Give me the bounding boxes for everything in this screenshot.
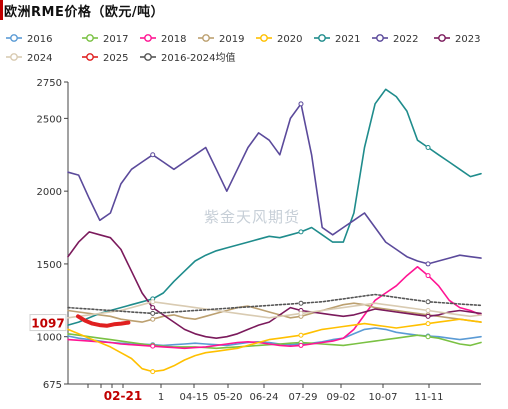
legend-label: 2025 — [103, 53, 128, 64]
y-tick-label: 2000 — [37, 187, 62, 198]
series-point-2022 — [298, 101, 304, 107]
series-line-2025 — [76, 314, 131, 328]
legend-label: 2022 — [393, 34, 418, 45]
series-line-2019 — [67, 302, 482, 323]
x-tick-label: 05-20 — [213, 392, 242, 403]
legend-marker — [86, 34, 94, 42]
legend-label: 2016-2024均值 — [161, 51, 236, 64]
legend-item: 2023 — [434, 34, 480, 45]
legend-label: 2018 — [161, 34, 186, 45]
legend-marker — [318, 34, 326, 42]
legend-marker — [86, 53, 94, 61]
series-point-2021 — [298, 229, 304, 235]
legend-marker — [438, 34, 446, 42]
y-tick-label: 1500 — [37, 260, 62, 271]
y-tick-label: 1000 — [37, 333, 62, 344]
x-tick-label: 1 — [158, 392, 164, 403]
series-point-2023 — [425, 313, 431, 319]
series-line-2016-2024均值 — [67, 293, 482, 315]
legend-label: 2023 — [455, 34, 480, 45]
legend-marker — [376, 34, 384, 42]
x-tick-label: 10-07 — [368, 392, 397, 403]
legend-label: 2020 — [277, 34, 302, 45]
legend-item: 2025 — [82, 53, 128, 64]
legend-marker — [10, 34, 18, 42]
series-line-2018 — [67, 266, 482, 350]
legend-marker — [144, 53, 152, 61]
series-point-2023 — [150, 305, 156, 311]
x-tick-label: 09-02 — [326, 392, 355, 403]
legend-marker — [144, 34, 152, 42]
legend-label: 2016 — [27, 34, 52, 45]
legend-item: 2024 — [6, 53, 52, 64]
legend-item: 2022 — [372, 34, 418, 45]
series-line-2017 — [67, 333, 482, 350]
legend-marker — [10, 53, 18, 61]
series-point-2021 — [425, 144, 431, 150]
legend-label: 2019 — [219, 34, 244, 45]
legend-item: 2017 — [82, 34, 128, 45]
series-line-2020 — [67, 318, 482, 373]
series-point-2020 — [298, 332, 304, 338]
series-point-2016-2024均值 — [150, 310, 156, 316]
legend-label: 2021 — [335, 34, 360, 45]
series-point-2024 — [425, 308, 431, 314]
legend-item: 2019 — [198, 34, 244, 45]
chart-title: 欧洲RME价格（欧元/吨） — [4, 5, 165, 20]
legend-label: 2017 — [103, 34, 128, 45]
series-point-2019 — [150, 316, 156, 322]
watermark-text: 紫金天风期货 — [204, 208, 300, 226]
series-line-2023 — [67, 231, 482, 339]
y-tick-label: 675 — [43, 380, 62, 391]
legend-item: 2016 — [6, 34, 52, 45]
series-point-2018 — [298, 342, 304, 348]
x-tick-label: 06-24 — [249, 392, 278, 403]
title-accent-bar — [0, 0, 3, 20]
x-tick-label: 02-21 — [104, 389, 142, 403]
y-tick-label: 2500 — [37, 114, 62, 125]
series-point-2020 — [150, 369, 156, 375]
legend-item: 2020 — [256, 34, 302, 45]
legend-item: 2021 — [314, 34, 360, 45]
current-value-box — [29, 314, 67, 332]
x-tick-label: 07-29 — [288, 392, 317, 403]
series-point-2020 — [425, 321, 431, 327]
legend-marker — [260, 34, 268, 42]
x-tick-label: 04-15 — [179, 392, 208, 403]
y-tick-label: 2750 — [37, 78, 62, 89]
series-line-2021 — [67, 88, 482, 326]
legend-item: 2016-2024均值 — [140, 51, 236, 64]
series-line-2024 — [67, 301, 482, 319]
series-point-2022 — [150, 152, 156, 158]
legend-item: 2018 — [140, 34, 186, 45]
series-point-2016-2024均值 — [425, 299, 431, 305]
series-line-2022 — [67, 103, 482, 265]
legend-label: 2024 — [27, 53, 52, 64]
series-point-2024 — [298, 310, 304, 316]
current-value-label: 1097 — [31, 317, 64, 331]
series-point-2017 — [425, 334, 431, 340]
series-point-2022 — [425, 261, 431, 267]
x-tick-label: 11-11 — [414, 392, 443, 403]
series-point-2016-2024均值 — [298, 300, 304, 306]
series-point-2018 — [425, 273, 431, 279]
legend-marker — [202, 34, 210, 42]
series-point-2018 — [150, 343, 156, 349]
series-point-2024 — [150, 299, 156, 305]
